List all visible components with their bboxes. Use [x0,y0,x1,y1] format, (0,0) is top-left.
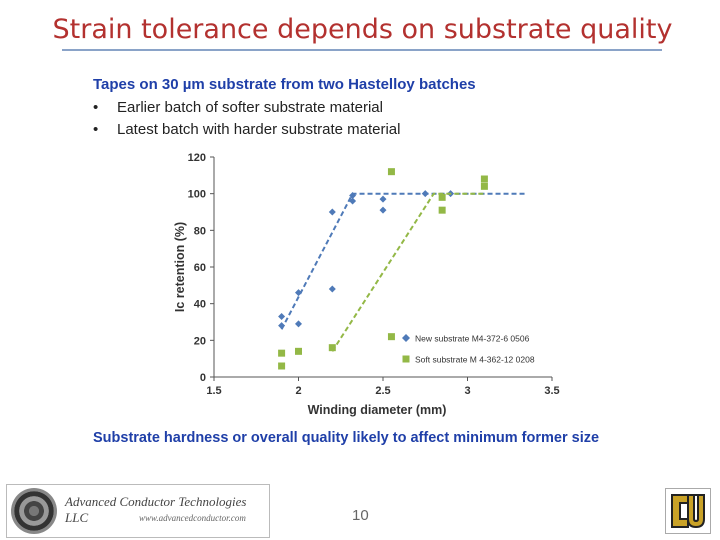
trend-line-series-2 [331,192,485,352]
x-tick-label: 1.5 [206,385,221,397]
data-point-series-2 [387,333,395,341]
cable-cross-section-icon [11,488,57,534]
data-point-series-2 [295,347,302,355]
data-point-series-1 [295,289,302,297]
data-point-series-1 [379,195,387,203]
logo-company-url: www.advancedconductor.com [139,513,246,523]
data-point-series-2 [278,349,286,357]
data-point-series-2 [438,206,446,214]
y-tick-label: 60 [194,262,206,274]
y-tick-label: 100 [188,189,206,201]
intro-text: Tapes on 30 µm substrate from two Hastel… [93,76,476,93]
page-number: 10 [352,507,369,524]
scatter-chart: 0 20 40 60 80 100 120 1.5 2 2.5 3 3.5 Winding diamet… [173,152,560,417]
conclusion-text: Substrate hardness or overall quality li… [93,430,600,446]
data-point-series-1 [278,313,286,320]
legend-marker-series-1 [402,334,410,342]
legend-entry: Soft substrate M 4-362-12 0208 [415,355,535,365]
x-tick-label: 2 [295,385,301,397]
data-point-series-1 [295,320,302,328]
bullet-text: Latest batch with harder substrate mater… [117,121,401,138]
bullet-item: • Earlier batch of softer substrate mater… [93,97,400,119]
data-point-series-1 [349,197,357,205]
trend-line-series-1 [280,192,527,330]
data-point-series-2 [438,193,446,201]
data-point-series-2 [328,344,336,352]
y-tick-label: 80 [194,225,206,237]
x-tick-label: 3.5 [544,385,559,397]
data-point-series-2 [480,175,488,183]
y-tick-label: 40 [194,299,206,311]
chart-container: 0 20 40 60 80 100 120 1.5 2 2.5 3 3.5 Winding diamet… [168,140,567,417]
bullet-dot-icon: • [93,99,99,116]
y-tick-label: 20 [194,335,206,347]
x-tick-label: 3 [464,385,470,397]
bullet-dot-icon: • [93,121,99,138]
company-logo: Advanced Conductor Technologies LLC www.… [6,484,270,538]
university-logo-icon [665,488,711,534]
bullet-text: Earlier batch of softer substrate materi… [117,99,383,116]
x-axis-label: Winding diameter (mm) [308,403,447,417]
bullet-list: • Earlier batch of softer substrate mater… [93,97,400,141]
y-tick-label: 120 [188,152,206,164]
data-point-series-1 [349,192,357,199]
slide-title: Strain tolerance depends on substrate qu… [52,14,673,45]
logo-company-name: Advanced Conductor Technologies LLC [65,494,247,525]
data-point-series-1 [278,322,286,330]
data-point-series-2 [278,362,286,370]
data-point-series-1 [328,208,336,216]
data-point-series-2 [480,182,488,190]
data-point-series-1 [379,206,387,214]
x-tick-label: 2.5 [375,385,390,397]
data-point-series-2 [387,168,395,176]
bullet-item: • Latest batch with harder substrate mate… [93,119,400,141]
legend-marker-series-2 [402,355,410,363]
legend-entry: New substrate M4-372-6 0506 [415,334,530,344]
data-point-series-1 [328,285,336,293]
data-point-series-1 [421,190,429,198]
y-tick-label: 0 [200,372,206,384]
title-underline [62,49,662,51]
y-axis-label: Ic retention (%) [173,222,187,312]
